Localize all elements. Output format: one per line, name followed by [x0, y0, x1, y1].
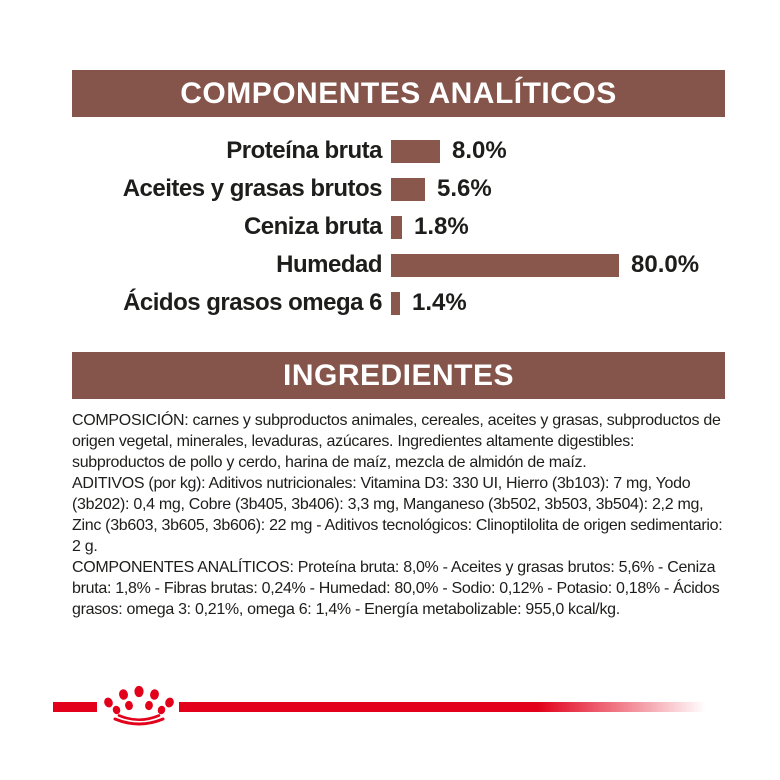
chart-category-label: Ácidos grasos omega 6: [123, 289, 382, 316]
chart-row: Ácidos grasos omega 6 1.4%: [0, 284, 780, 322]
chart-value-label: 80.0%: [631, 251, 700, 278]
ingredients-text-block: COMPOSICIÓN: carnes y subproductos anima…: [72, 410, 725, 620]
analytical-components-chart: Proteína bruta 8.0% Aceites y grasas bruto…: [0, 132, 780, 322]
chart-category-label: Aceites y grasas brutos: [122, 175, 383, 202]
chart-row: Aceites y grasas brutos 5.6%: [0, 170, 780, 208]
chart-category-label: Proteína bruta: [226, 137, 382, 164]
chart-bar: [391, 291, 400, 315]
ingredients-section-title: INGREDIENTES: [282, 358, 515, 392]
analytics-section-title: COMPONENTES ANALÍTICOS: [180, 76, 617, 110]
chart-row: Ceniza bruta 1.8%: [0, 208, 780, 246]
chart-category-label: Humedad: [276, 251, 382, 278]
chart-bar: [391, 139, 440, 163]
ingredients-section-header: INGREDIENTES: [72, 352, 725, 399]
royal-canin-crown-icon: [104, 685, 174, 726]
chart-bar: [391, 215, 402, 239]
chart-value-label: 8.0%: [452, 137, 507, 164]
chart-bar: [391, 177, 425, 201]
chart-bar: [391, 253, 619, 277]
componentes-analiticos-paragraph: COMPONENTES ANALÍTICOS: Proteína bruta: …: [72, 559, 720, 618]
red-stripe-left: [53, 702, 97, 712]
chart-row: Proteína bruta 8.0%: [0, 132, 780, 170]
chart-value-label: 5.6%: [437, 175, 492, 202]
chart-category-label: Ceniza bruta: [243, 213, 383, 240]
chart-row: Humedad 80.0%: [0, 246, 780, 284]
chart-value-label: 1.4%: [412, 289, 467, 316]
red-stripe-right: [179, 702, 706, 712]
aditivos-paragraph: ADITIVOS (por kg): Aditivos nutricionale…: [72, 475, 723, 555]
composicion-paragraph: COMPOSICIÓN: carnes y subproductos anima…: [72, 412, 721, 471]
brand-footer: [0, 683, 780, 729]
chart-value-label: 1.8%: [414, 213, 469, 240]
analytics-section-header: COMPONENTES ANALÍTICOS: [72, 70, 725, 117]
